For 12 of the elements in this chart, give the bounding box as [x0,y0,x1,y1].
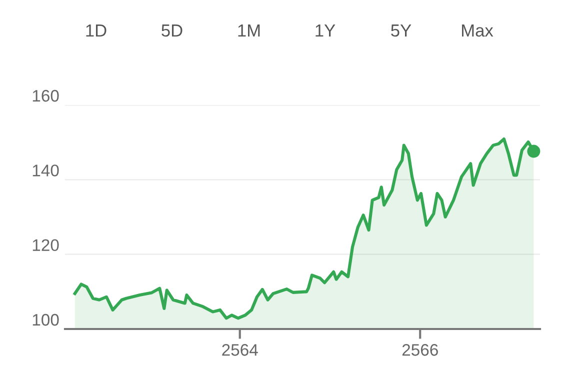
x-tick-label: 2564 [222,344,258,356]
text: 5Y [391,24,412,37]
y-tick-label: 120 [32,239,59,252]
text: 1D [86,24,106,36]
y-tick-label: 140 [32,164,59,176]
text: 1M [238,24,260,36]
text: 1Y [316,24,336,36]
text: 5D [162,24,182,37]
y-tick-label: 100 [32,314,59,326]
y-tick-label: 160 [32,90,59,102]
text: Max [462,24,494,37]
x-tick-label: 2566 [402,344,438,356]
